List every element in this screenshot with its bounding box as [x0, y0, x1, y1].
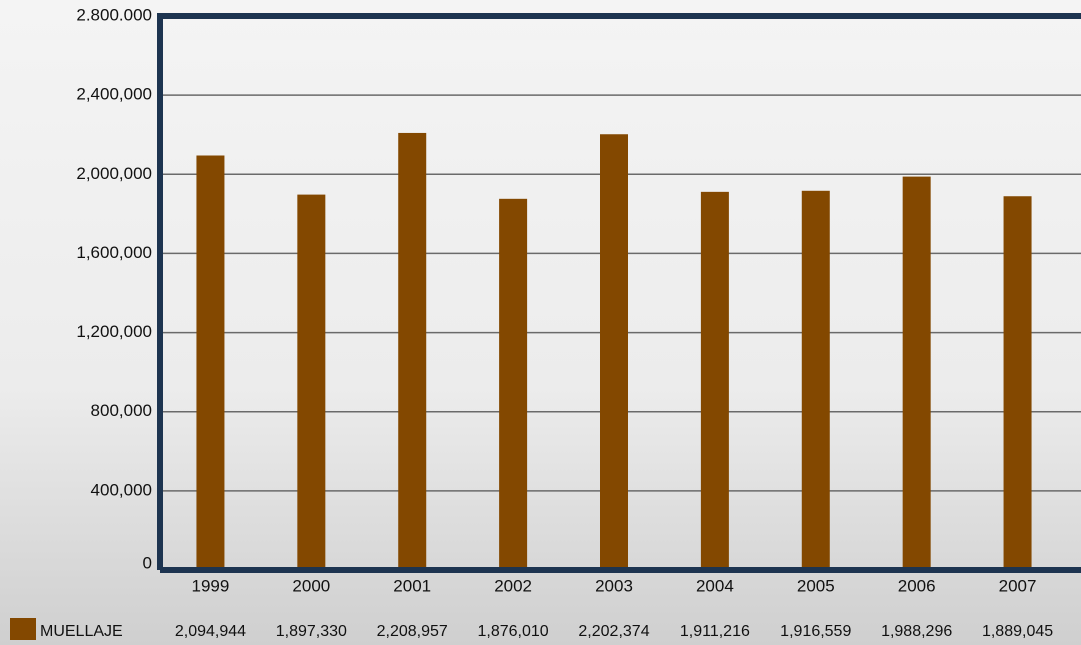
- y-tick-label: 800,000: [91, 401, 152, 420]
- y-tick-label: 1,600,000: [76, 243, 152, 262]
- bar: [398, 132, 427, 570]
- x-tick-label: 2000: [292, 576, 330, 595]
- data-table-value: 1,911,216: [680, 623, 750, 640]
- bar: [801, 190, 830, 570]
- y-tick-label: 1,200,000: [76, 322, 152, 341]
- bar: [902, 176, 931, 570]
- x-tick-label: 2006: [898, 576, 936, 595]
- bar: [499, 198, 528, 570]
- data-table-value: 2,094,944: [175, 623, 246, 640]
- axis-frame: [157, 13, 1081, 573]
- data-table-value: 2,202,374: [578, 623, 649, 640]
- data-table-value: 1,889,045: [982, 623, 1053, 640]
- data-table-value: 1,876,010: [478, 623, 549, 640]
- bar: [700, 191, 729, 570]
- bar: [600, 134, 628, 570]
- legend-label: MUELLAJE: [40, 623, 123, 640]
- y-tick-label: 2.800.000: [76, 5, 152, 24]
- x-tick-label: 2005: [797, 576, 835, 595]
- y-tick-label: 400,000: [91, 480, 152, 499]
- bar: [297, 194, 326, 570]
- x-tick-label: 2007: [999, 576, 1037, 595]
- y-tick-label: 2,000,000: [76, 164, 152, 183]
- x-tick-label: 2001: [393, 576, 431, 595]
- data-table-value: 2,208,957: [377, 623, 448, 640]
- x-tick-label: 2002: [494, 576, 532, 595]
- data-table-value: 1,897,330: [276, 623, 347, 640]
- x-tick-label: 1999: [192, 576, 230, 595]
- bar: [1003, 196, 1032, 570]
- x-tick-label: 2004: [696, 576, 734, 595]
- bar: [196, 155, 225, 570]
- y-tick-label: 2,400,000: [76, 85, 152, 104]
- data-table-value: 1,988,296: [881, 623, 952, 640]
- y-tick-label: 0: [143, 553, 152, 572]
- x-tick-label: 2003: [595, 576, 633, 595]
- data-table-value: 1,916,559: [780, 623, 851, 640]
- legend-swatch: [10, 618, 36, 640]
